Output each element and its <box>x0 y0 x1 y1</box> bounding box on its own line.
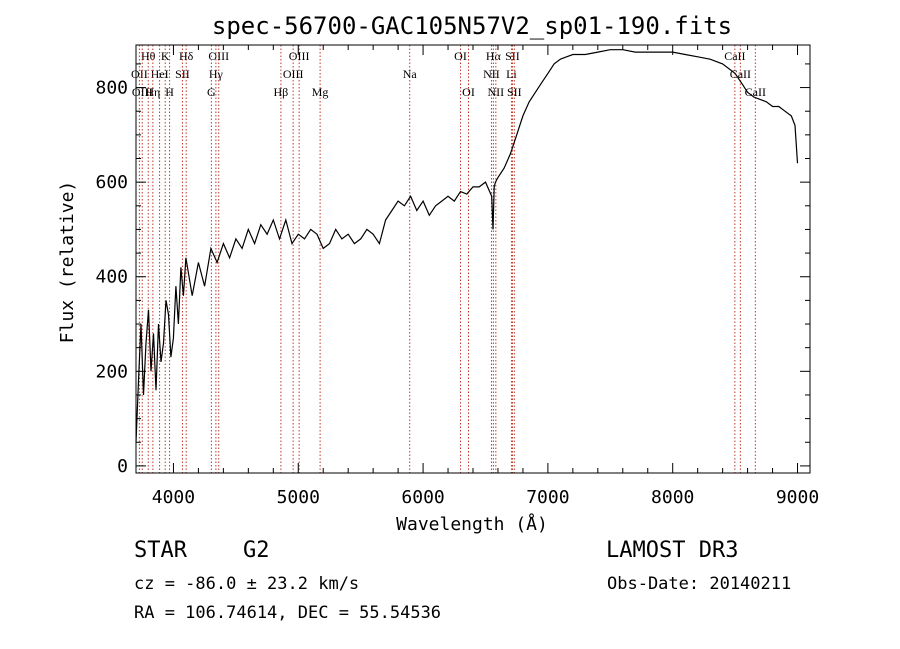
object-class: STAR <box>134 538 187 563</box>
object-subclass: G2 <box>243 538 270 563</box>
x-axis: 4000 5000 6000 7000 8000 9000 <box>152 45 819 508</box>
spectral-line-label: OI <box>454 49 467 63</box>
spectral-line-label: Na <box>403 67 418 81</box>
spectral-line-label: CaII <box>745 85 766 99</box>
x-tick-label: 8000 <box>651 487 694 508</box>
spectral-line-label: K <box>161 49 170 63</box>
spectral-line-label: Hη <box>145 85 160 99</box>
spectral-line-label: Hγ <box>209 67 224 81</box>
y-tick-label: 800 <box>95 78 128 99</box>
y-axis-label: Flux (relative) <box>57 181 78 344</box>
spectral-line-label: NII <box>483 67 500 81</box>
spectral-line-label: Hβ <box>274 85 289 99</box>
spectral-line-label: OI <box>462 85 475 99</box>
spectral-line-label: OIII <box>208 49 229 63</box>
spectral-line-label: OII <box>131 67 148 81</box>
spectral-line-label: H <box>165 85 174 99</box>
spectral-line-label: Hα <box>486 49 502 63</box>
redshift-value: cz = -86.0 ± 23.2 km/s <box>134 574 360 594</box>
coordinates: RA = 106.74614, DEC = 55.54536 <box>134 603 442 623</box>
x-axis-label: Wavelength (Å) <box>396 513 548 535</box>
y-axis: 0 200 400 600 800 <box>95 63 810 477</box>
y-tick-label: 600 <box>95 172 128 193</box>
spectral-line-label: Hδ <box>179 49 194 63</box>
spectral-line-label: CaII <box>724 49 745 63</box>
x-tick-label: 6000 <box>401 487 444 508</box>
y-tick-label: 0 <box>117 456 128 477</box>
spectral-line-label: CaII <box>730 67 751 81</box>
spectral-line-label: OIII <box>132 85 153 99</box>
x-tick-label: 7000 <box>526 487 569 508</box>
spectral-line-label: Li <box>506 67 517 81</box>
spectral-line-label: NII <box>488 85 505 99</box>
x-tick-label: 5000 <box>277 487 320 508</box>
spectral-line-label: SII <box>175 67 190 81</box>
plot-frame <box>135 44 811 474</box>
x-tick-label: 4000 <box>152 487 195 508</box>
y-tick-label: 400 <box>95 267 128 288</box>
obs-date: Obs-Date: 20140211 <box>607 574 792 594</box>
x-tick-label: 9000 <box>776 487 819 508</box>
flux-series-line <box>135 49 799 443</box>
spectral-line-label: SII <box>505 49 520 63</box>
survey-name: LAMOST DR3 <box>606 538 739 563</box>
spectral-line-label: G <box>207 85 216 99</box>
spectral-line-label: Hθ <box>141 49 156 63</box>
spectral-line-label: Mg <box>312 85 329 99</box>
spectral-line-label: SII <box>507 85 522 99</box>
spectral-line-label: HeI <box>151 67 169 81</box>
y-tick-label: 200 <box>95 361 128 382</box>
spectral-line-label: OIII <box>289 49 310 63</box>
chart-title: spec-56700-GAC105N57V2_sp01-190.fits <box>212 12 732 40</box>
spectral-line-label: OIII <box>283 67 304 81</box>
